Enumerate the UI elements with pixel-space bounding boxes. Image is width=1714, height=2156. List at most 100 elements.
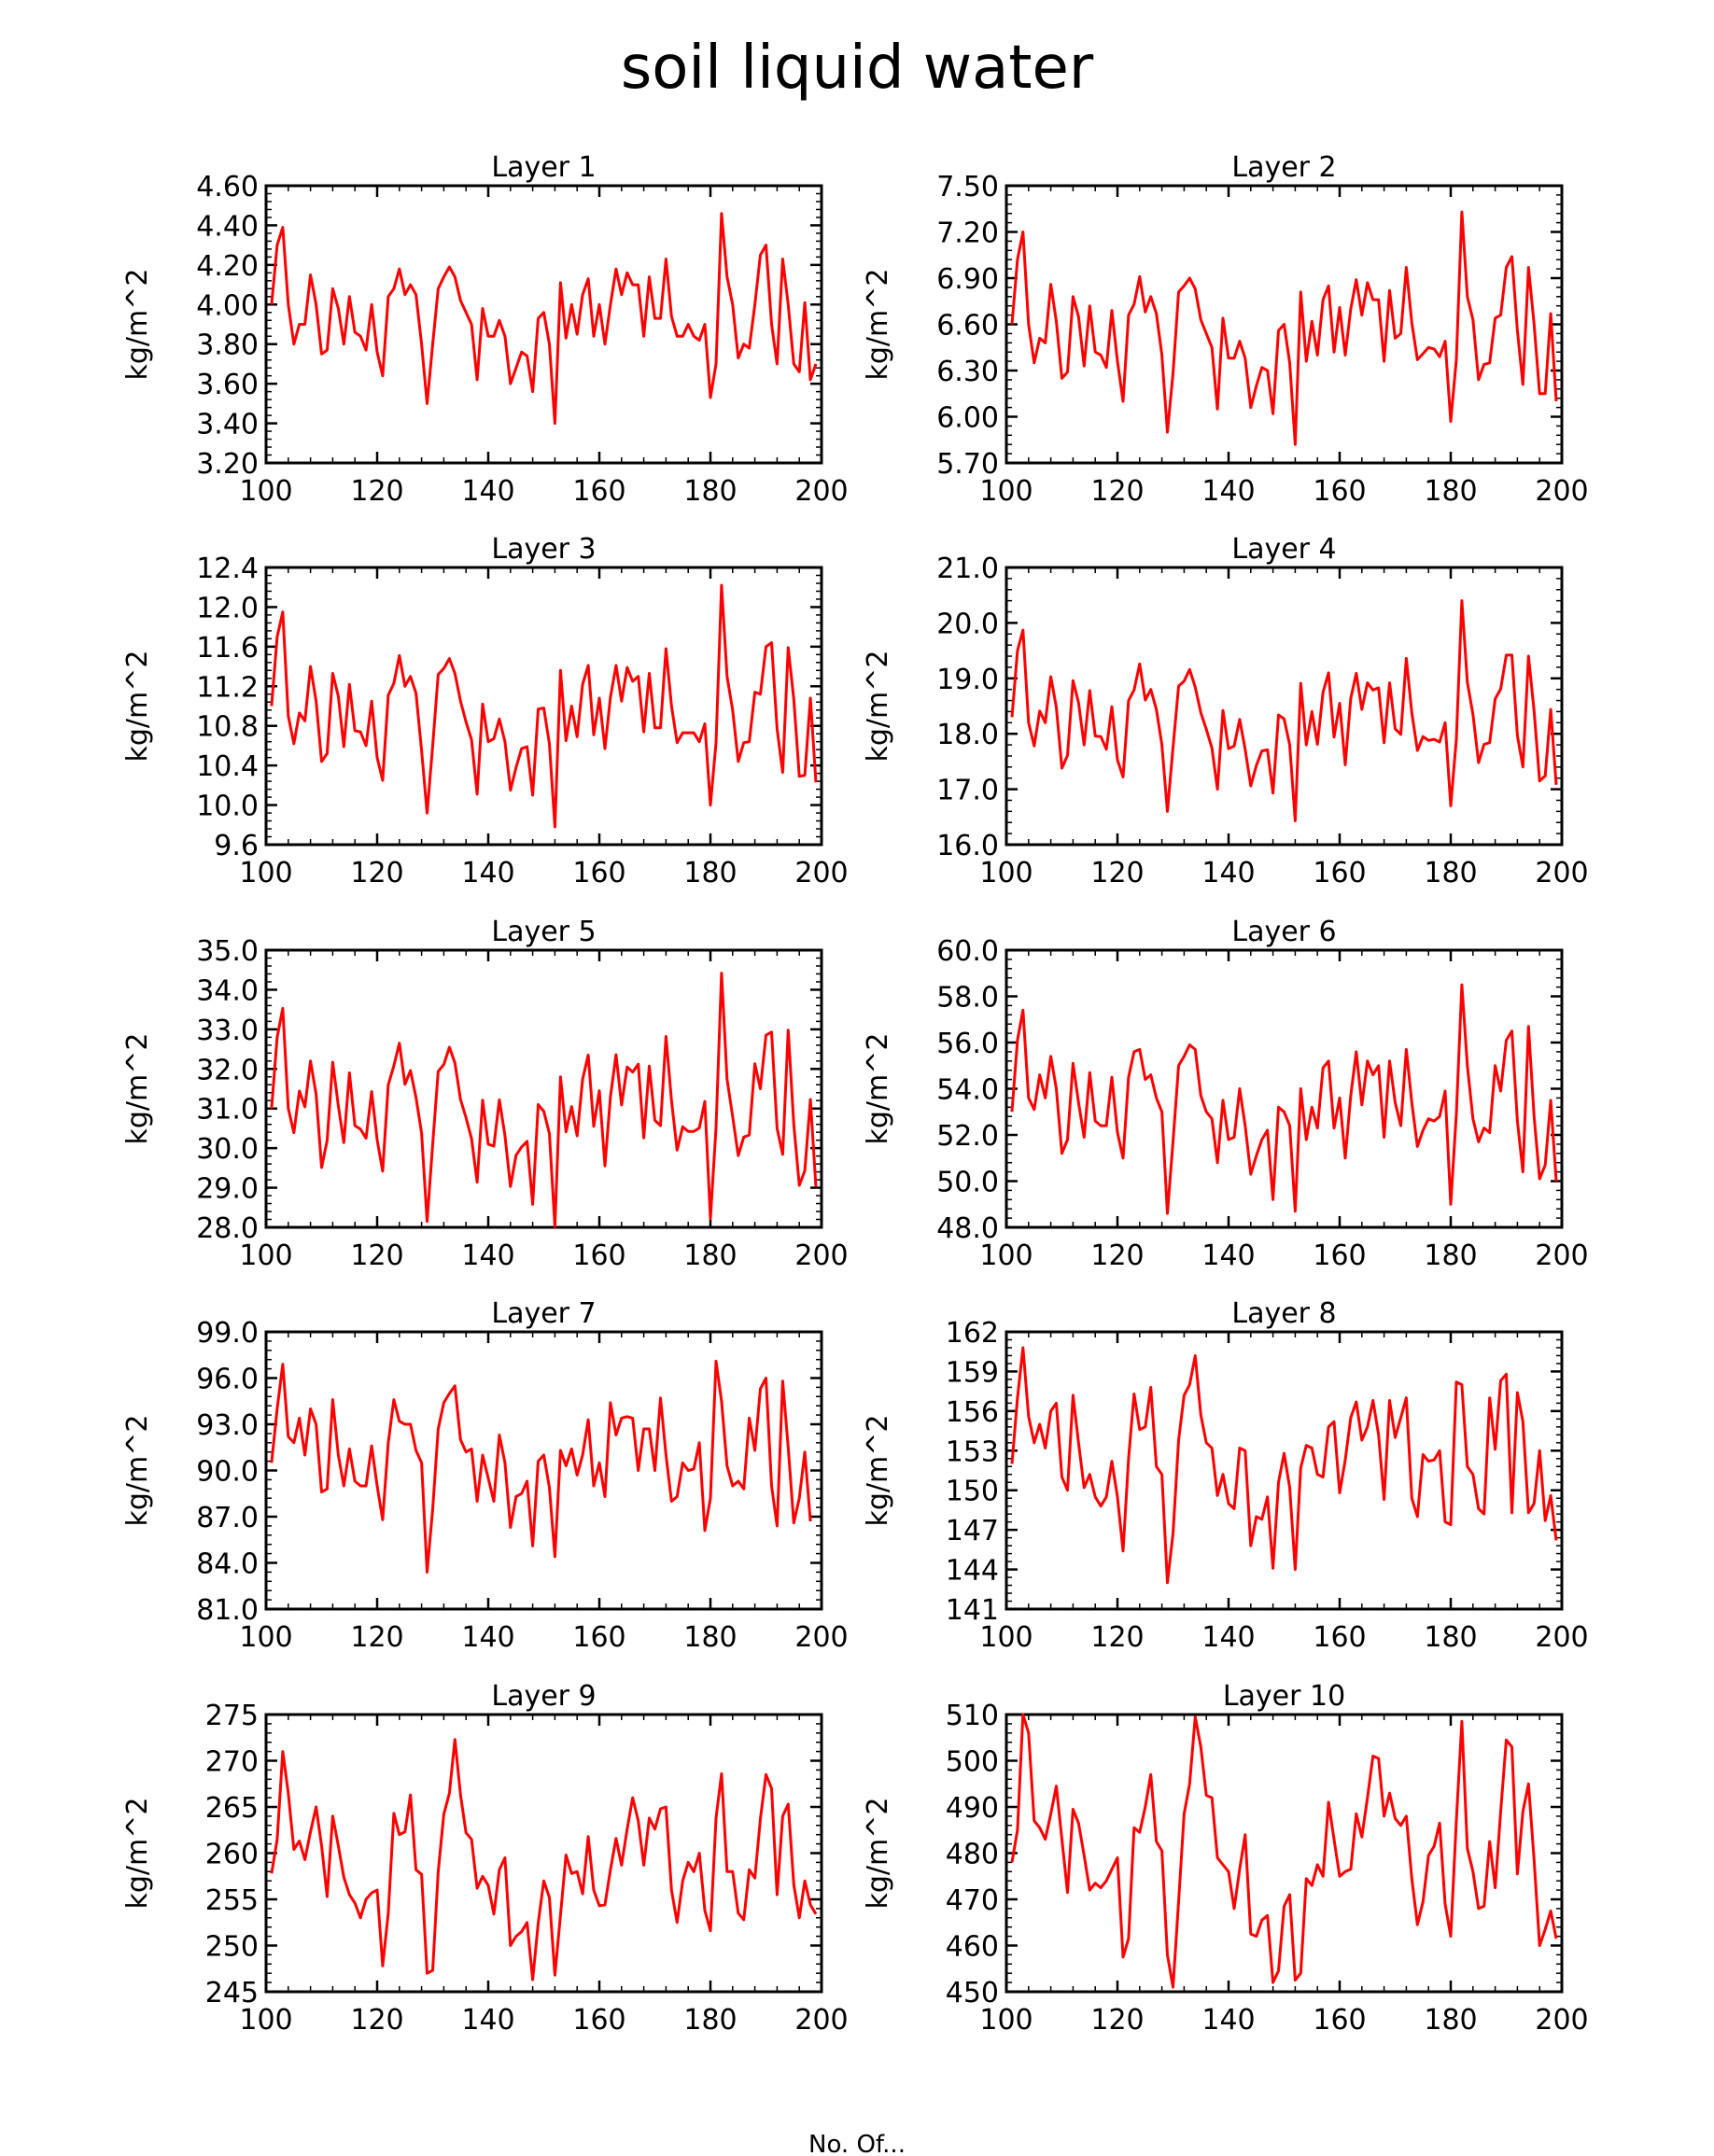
series-line-1 bbox=[270, 212, 818, 426]
y-tick-label: 58.0 bbox=[936, 982, 999, 1015]
panel-title: Layer 4 bbox=[1231, 533, 1336, 566]
chart-panel-8: Layer 8 100 120 140 160 180 200 141 144 147 150 153… bbox=[862, 1297, 1589, 1654]
x-tick-label: 200 bbox=[794, 1621, 848, 1654]
y-tick-label: 19.0 bbox=[936, 664, 999, 696]
x-tick-label: 180 bbox=[1424, 1239, 1477, 1272]
x-tick-label: 140 bbox=[1201, 857, 1255, 889]
y-tick-label: 3.40 bbox=[196, 409, 259, 441]
x-axis: 100 120 140 160 180 200 bbox=[239, 567, 849, 889]
y-tick-label: 141 bbox=[946, 1594, 999, 1627]
y-axis: 450 460 470 480 490 500 510 bbox=[946, 1700, 1562, 2009]
x-tick-label: 120 bbox=[1090, 1621, 1144, 1654]
chart-panel-9: Layer 9 100 120 140 160 180 200 245 250 255 260 265… bbox=[121, 1680, 849, 2037]
y-tick-label: 4.60 bbox=[196, 171, 259, 203]
y-tick-label: 144 bbox=[946, 1555, 999, 1588]
x-tick-label: 140 bbox=[1201, 475, 1255, 508]
x-tick-label: 200 bbox=[1535, 1621, 1588, 1654]
y-tick-label: 93.0 bbox=[196, 1409, 259, 1442]
y-tick-label: 510 bbox=[946, 1700, 999, 1732]
y-tick-label: 11.6 bbox=[196, 632, 259, 665]
y-tick-label: 90.0 bbox=[196, 1456, 259, 1489]
y-tick-label: 153 bbox=[946, 1435, 999, 1468]
y-axis-label: kg/m^2 bbox=[121, 269, 154, 381]
chart-panel-4: Layer 4 100 120 140 160 180 200 16.0 17.0 18.0 19.… bbox=[862, 533, 1589, 889]
y-tick-label: 35.0 bbox=[196, 935, 259, 968]
y-tick-label: 96.0 bbox=[196, 1364, 259, 1396]
y-tick-label: 81.0 bbox=[196, 1594, 259, 1627]
x-tick-label: 140 bbox=[1201, 2004, 1255, 2037]
y-axis: 81.0 84.0 87.0 90.0 93.0 96.0 99.0 bbox=[196, 1317, 822, 1627]
y-tick-label: 9.6 bbox=[214, 830, 259, 862]
x-tick-label: 120 bbox=[1090, 2004, 1144, 2037]
x-tick-label: 100 bbox=[979, 1621, 1033, 1654]
plot-frame bbox=[1005, 566, 1564, 847]
y-tick-label: 265 bbox=[205, 1792, 259, 1825]
x-tick-label: 200 bbox=[794, 475, 848, 508]
x-tick-label: 180 bbox=[683, 1621, 737, 1654]
y-tick-label: 480 bbox=[946, 1839, 999, 1871]
x-tick-label: 200 bbox=[794, 2004, 848, 2037]
y-axis: 16.0 17.0 18.0 19.0 20.0 21.0 bbox=[936, 553, 1562, 862]
y-tick-label: 12.4 bbox=[196, 553, 259, 585]
x-tick-label: 180 bbox=[683, 1239, 737, 1272]
y-axis: 3.20 3.40 3.60 3.80 4.00 4.20 4.40 4.60 bbox=[196, 171, 822, 481]
y-axis: 245 250 255 260 265 270 275 bbox=[205, 1700, 822, 2009]
y-tick-label: 28.0 bbox=[196, 1212, 259, 1245]
y-tick-label: 460 bbox=[946, 1931, 999, 1964]
x-tick-label: 100 bbox=[979, 475, 1033, 508]
panel-title: Layer 10 bbox=[1223, 1680, 1345, 1713]
y-tick-label: 56.0 bbox=[936, 1028, 999, 1060]
y-axis-label: kg/m^2 bbox=[862, 651, 894, 763]
y-tick-label: 33.0 bbox=[196, 1015, 259, 1047]
chart-panel-7: Layer 7 100 120 140 160 180 200 81.0 84.0 87.0 90.… bbox=[121, 1297, 849, 1654]
y-tick-label: 270 bbox=[205, 1746, 259, 1779]
x-axis: 100 120 140 160 180 200 bbox=[979, 1715, 1589, 2037]
x-tick-label: 200 bbox=[1535, 2004, 1588, 2037]
x-tick-label: 140 bbox=[461, 475, 514, 508]
chart-panel-10: Layer 10 100 120 140 160 180 200 450 460 470 480 49… bbox=[862, 1680, 1589, 2037]
y-tick-label: 147 bbox=[946, 1515, 999, 1547]
y-axis: 28.0 29.0 30.0 31.0 32.0 33.0 34.0 35.0 bbox=[196, 935, 822, 1245]
x-tick-label: 100 bbox=[979, 2004, 1033, 2037]
x-axis: 100 120 140 160 180 200 bbox=[979, 186, 1589, 508]
y-tick-label: 150 bbox=[946, 1476, 999, 1508]
x-tick-label: 200 bbox=[794, 1239, 848, 1272]
figure-title: soil liquid water bbox=[621, 34, 1094, 103]
y-tick-label: 31.0 bbox=[196, 1094, 259, 1127]
y-tick-label: 12.0 bbox=[196, 592, 259, 624]
panel-title: Layer 1 bbox=[491, 151, 596, 184]
x-tick-label: 160 bbox=[1313, 1239, 1366, 1272]
y-tick-label: 162 bbox=[946, 1317, 999, 1350]
series-line-1 bbox=[270, 583, 818, 829]
x-tick-label: 200 bbox=[1535, 1239, 1588, 1272]
x-tick-label: 200 bbox=[794, 857, 848, 889]
plot-frame bbox=[264, 184, 823, 465]
series-line-1 bbox=[1010, 599, 1558, 822]
y-tick-label: 52.0 bbox=[936, 1120, 999, 1153]
y-tick-label: 6.30 bbox=[936, 356, 999, 388]
plot-frame bbox=[1005, 1330, 1564, 1611]
x-tick-label: 180 bbox=[683, 857, 737, 889]
y-tick-label: 20.0 bbox=[936, 608, 999, 640]
chart-panel-6: Layer 6 100 120 140 160 180 200 48.0 50.0 52.0 54.… bbox=[862, 916, 1589, 1272]
x-tick-label: 100 bbox=[979, 1239, 1033, 1272]
x-tick-label: 120 bbox=[350, 2004, 403, 2037]
y-tick-label: 32.0 bbox=[196, 1054, 259, 1086]
y-tick-label: 260 bbox=[205, 1839, 259, 1871]
x-axis: 100 120 140 160 180 200 bbox=[979, 950, 1589, 1272]
x-tick-label: 160 bbox=[572, 857, 625, 889]
y-tick-label: 4.00 bbox=[196, 289, 259, 322]
y-axis: 48.0 50.0 52.0 54.0 56.0 58.0 60.0 bbox=[936, 935, 1562, 1245]
chart-panel-1: Layer 1 100 120 140 160 180 200 3.20 3.40 3.60 3.8… bbox=[121, 151, 849, 508]
x-tick-label: 180 bbox=[1424, 475, 1477, 508]
y-tick-label: 21.0 bbox=[936, 553, 999, 585]
y-axis-label: kg/m^2 bbox=[862, 269, 894, 381]
x-tick-label: 140 bbox=[461, 1239, 514, 1272]
series-line-1 bbox=[1010, 983, 1558, 1215]
x-tick-label: 180 bbox=[683, 2004, 737, 2037]
x-tick-label: 160 bbox=[572, 1239, 625, 1272]
y-tick-label: 6.60 bbox=[936, 310, 999, 343]
panel-grid: Layer 1 100 120 140 160 180 200 3.20 3.40 3.60 3.8… bbox=[121, 151, 1589, 2037]
y-tick-label: 245 bbox=[205, 1977, 259, 2009]
x-tick-label: 180 bbox=[1424, 857, 1477, 889]
